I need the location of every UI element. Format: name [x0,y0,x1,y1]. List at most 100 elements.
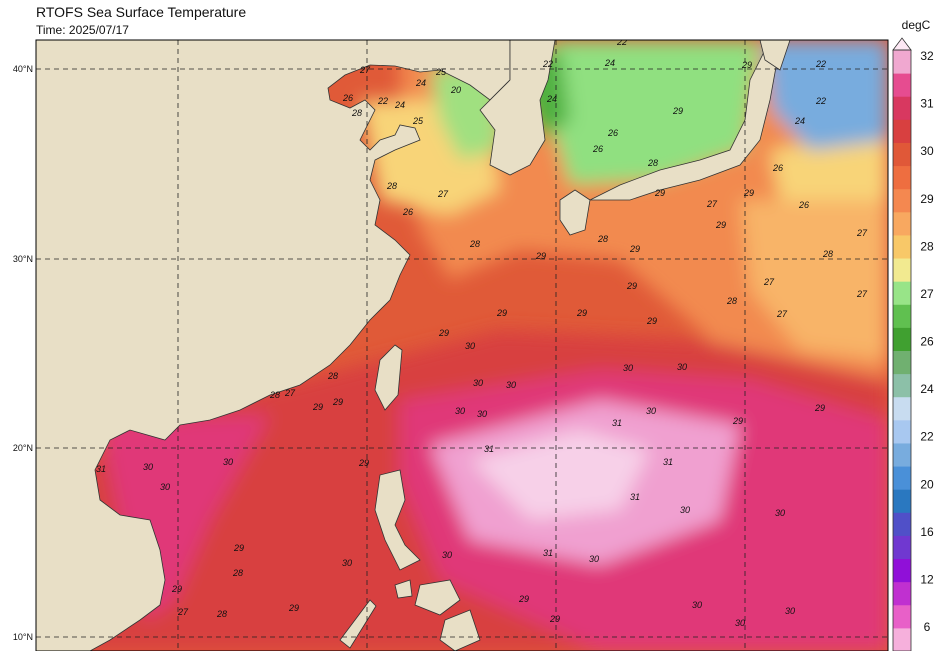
contour-label: 25 [435,67,447,77]
colorbar-segment [893,258,911,282]
colorbar-segment [893,96,911,120]
contour-label: 24 [604,58,615,68]
colorbar-segment [893,165,911,190]
contour-label: 25 [412,116,424,126]
contour-label: 26 [798,200,809,210]
contour-label: 27 [284,388,296,398]
contour-label: 28 [269,390,280,400]
lat-label: 30°N [13,254,33,264]
contour-label: 30 [775,508,785,518]
contour-label: 28 [216,609,227,619]
contour-label: 29 [358,458,369,468]
colorbar-tick-label: 29 [920,192,934,206]
contour-label: 30 [223,457,233,467]
colorbar-segment [893,50,911,74]
colorbar-segment [893,419,911,444]
contour-label: 27 [359,65,371,75]
colorbar: 6 12 16 20 22 24 26 27 28 29 30 31 32 [892,37,934,652]
colorbar-segment [893,581,911,606]
contour-label: 27 [856,289,868,299]
colorbar-extend [892,37,912,51]
colorbar-segment [893,373,911,398]
colorbar-segment [893,119,911,143]
lat-axis: 40°N 30°N 20°N 10°N [13,64,33,642]
contour-label: 27 [706,199,718,209]
contour-label: 30 [465,341,475,351]
colorbar-unit: degC [902,18,931,32]
contour-label: 30 [477,409,487,419]
colorbar-segment [893,512,911,536]
contour-label: 22 [616,37,627,47]
colorbar-tick-label: 31 [920,97,934,111]
contour-label: 29 [672,106,683,116]
contour-label: 26 [402,207,413,217]
contour-label: 29 [549,614,560,624]
contour-label: 31 [543,548,553,558]
contour-label: 29 [576,308,587,318]
contour-label: 28 [597,234,608,244]
contour-label: 22 [815,96,826,106]
contour-label: 29 [646,316,657,326]
contour-label: 30 [473,378,483,388]
colorbar-segment [893,73,911,97]
contour-label: 30 [455,406,465,416]
contour-label: 29 [233,543,244,553]
colorbar-segment [893,558,911,583]
contour-label: 30 [160,482,170,492]
contour-label: 30 [623,363,633,373]
contour-label: 22 [377,96,388,106]
contour-label: 27 [776,309,788,319]
contour-label: 30 [646,406,656,416]
graticule [36,40,888,651]
colorbar-tick-label: 26 [920,335,934,349]
contour-label: 28 [232,568,243,578]
colorbar-segment [893,350,911,375]
contour-label: 29 [535,251,546,261]
contour-label: 24 [394,100,405,110]
contour-label: 26 [607,128,618,138]
contour-label: 27 [177,607,189,617]
contour-label: 28 [469,239,480,249]
colorbar-tick-label: 12 [920,572,934,586]
contour-label: 29 [743,188,754,198]
contour-label: 26 [592,144,603,154]
contour-label: 29 [629,244,640,254]
colorbar-segment [893,442,911,467]
contour-label: 28 [386,181,397,191]
colorbar-tick-label: 30 [920,144,934,158]
contour-label: 29 [626,281,637,291]
title: RTOFS Sea Surface Temperature [36,4,246,20]
contour-label: 29 [332,397,343,407]
map: 27 26 28 25 24 20 22 24 25 22 24 22 24 29 26 26 28 29 27 29… [36,37,888,651]
contour-label: 30 [342,558,352,568]
colorbar-tick-label: 16 [920,525,934,539]
lat-label: 40°N [13,64,33,74]
contour-label: 31 [484,444,494,454]
colorbar-segment [893,327,911,351]
contour-label: 29 [741,60,752,70]
contour-label: 29 [288,603,299,613]
contour-label: 29 [438,328,449,338]
contour-label: 22 [815,59,826,69]
colorbar-tick-label: 24 [920,382,934,396]
contour-label: 28 [327,371,338,381]
time: Time: 2025/07/17 [36,23,129,37]
contour-label: 30 [735,618,745,628]
contour-label: 30 [680,505,690,515]
colorbar-tick-label: 6 [924,620,931,634]
contour-label: 30 [785,606,795,616]
contour-label: 30 [506,380,516,390]
colorbar-tick-label: 22 [920,430,934,444]
contour-label: 22 [542,59,553,69]
colorbar-segment [893,281,911,305]
contour-label: 29 [814,403,825,413]
colorbar-segment [893,535,911,560]
contour-label: 29 [715,220,726,230]
contour-label: 28 [647,158,658,168]
contour-label: 24 [546,94,557,104]
colorbar-segment [893,304,911,328]
colorbar-segment [893,466,911,490]
contour-label: 29 [312,402,323,412]
colorbar-tick-label: 20 [920,477,934,491]
